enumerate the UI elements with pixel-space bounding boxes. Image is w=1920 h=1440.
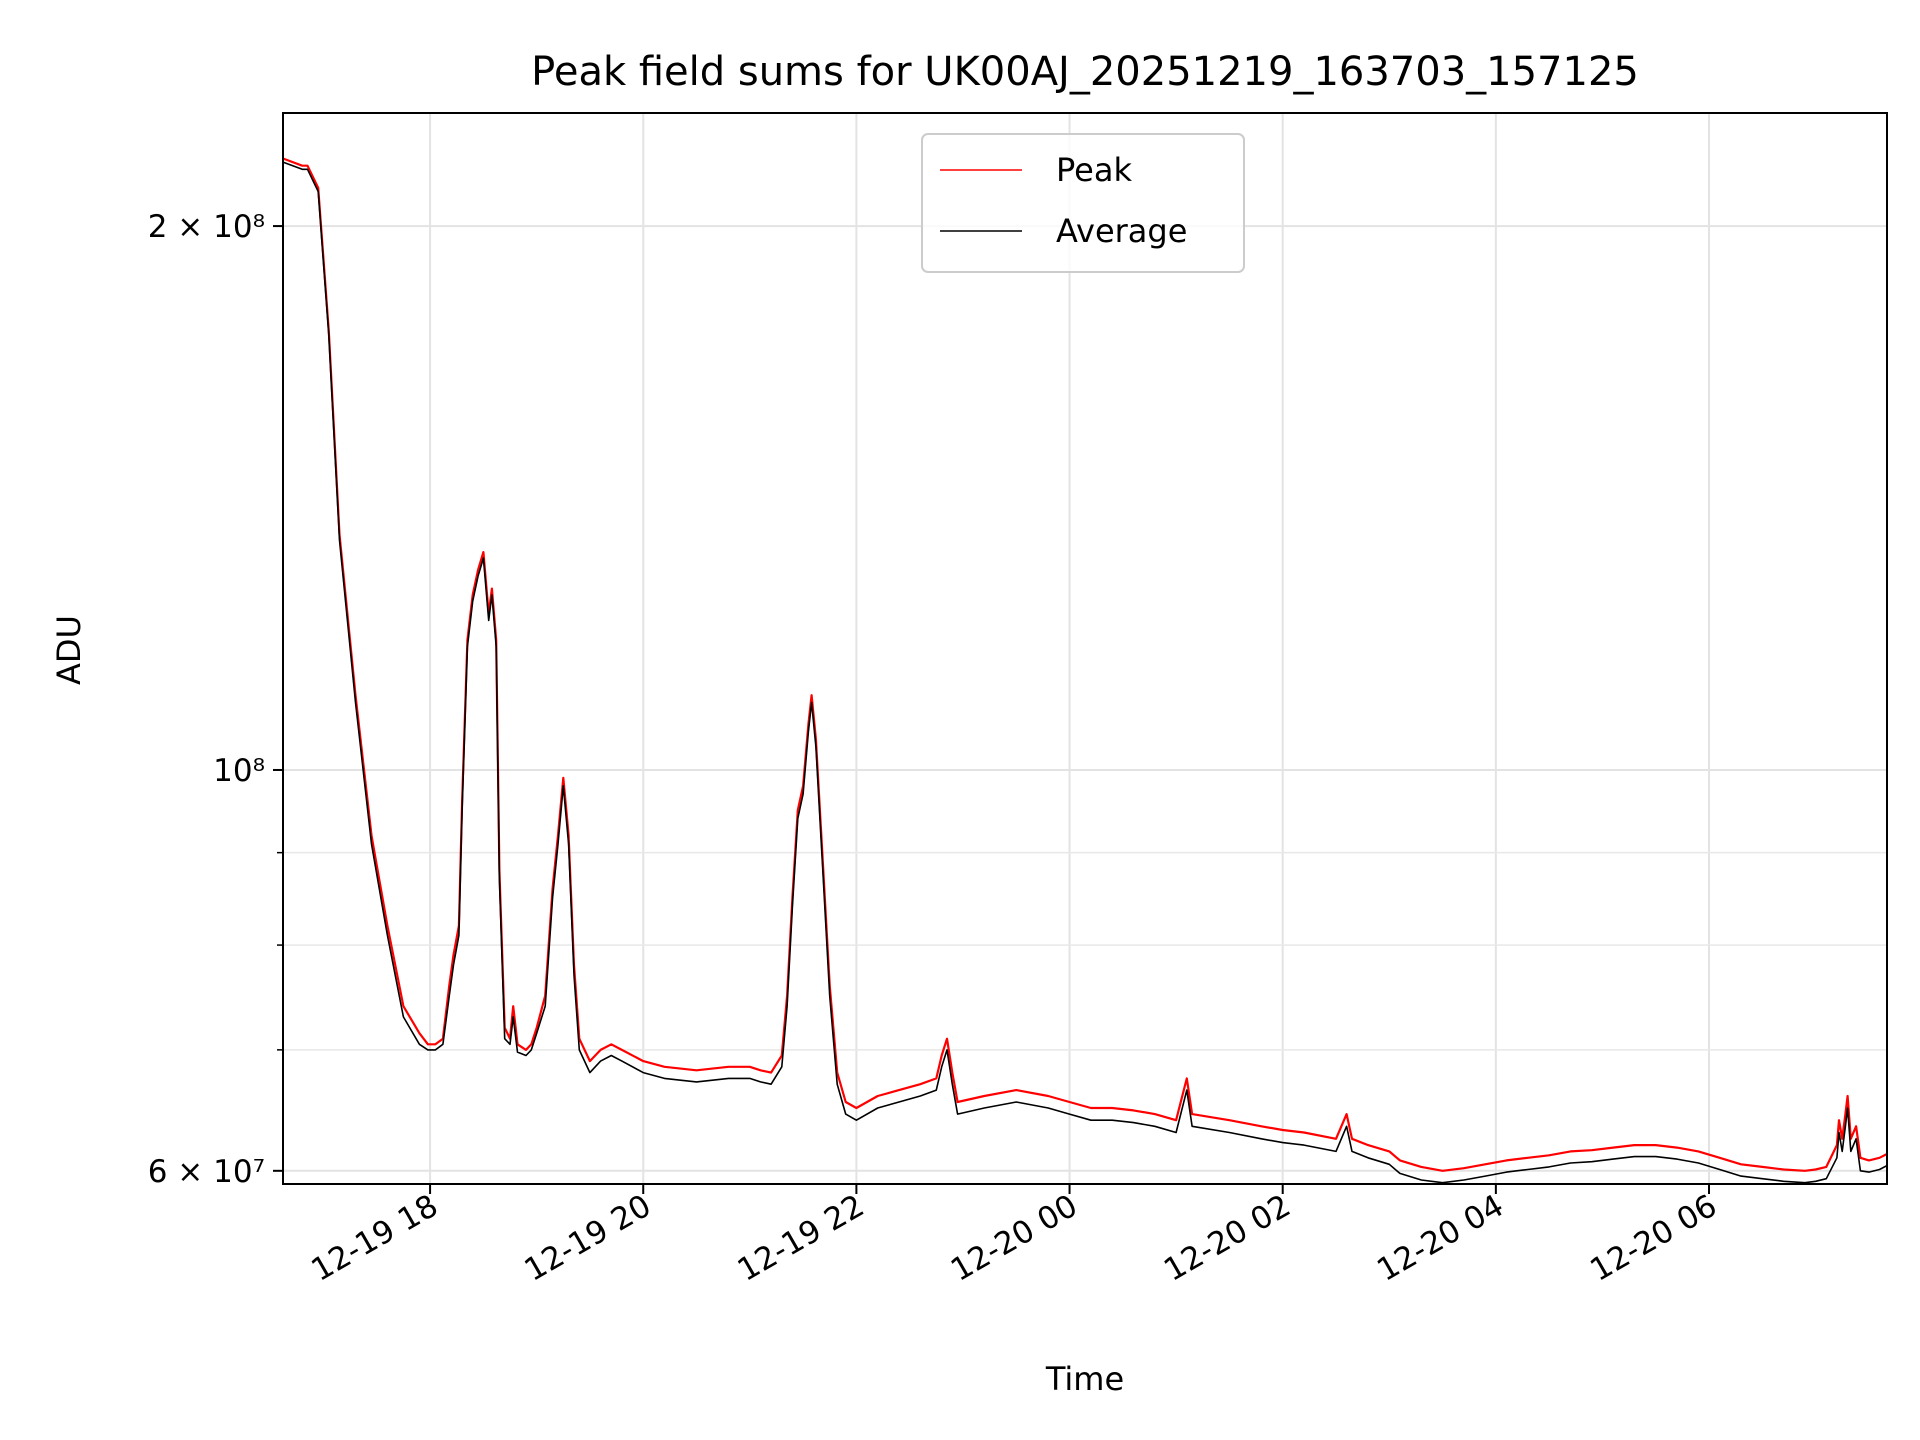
legend-label-average: Average [1056,212,1187,250]
x-axis-label: Time [1045,1360,1124,1398]
y-tick-label: 6 × 10⁷ [148,1154,265,1190]
series-lines [283,157,1887,1184]
y-tick-label: 10⁸ [213,753,265,789]
y-tick-label: 2 × 10⁸ [148,209,265,245]
chart-title: Peak field sums for UK00AJ_20251219_1637… [531,49,1639,95]
legend-label-peak: Peak [1056,151,1132,189]
plot-frame [282,112,1888,1185]
series-line-peak [283,157,1887,1172]
legend: Peak Average [921,133,1245,273]
legend-box [921,133,1245,273]
series-line-average [283,161,1887,1184]
y-axis-label: ADU [50,615,88,685]
